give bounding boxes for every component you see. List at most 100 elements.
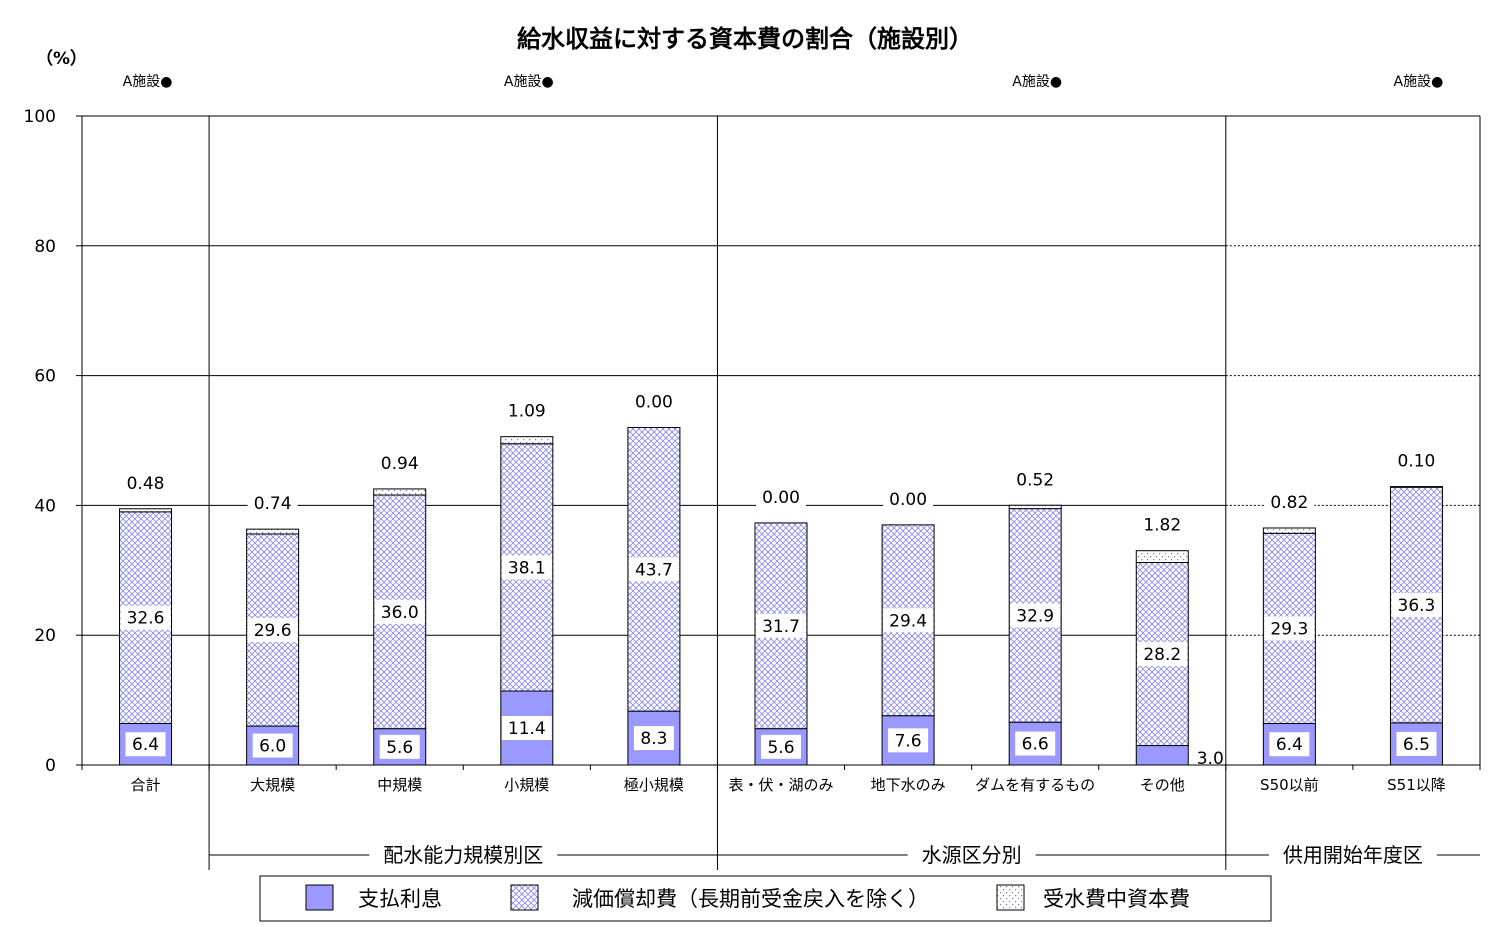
y-tick-label: 100 (24, 107, 56, 127)
data-label-box (883, 608, 934, 633)
y-tick-label: 60 (34, 367, 56, 387)
y-tick-label: 20 (34, 626, 56, 646)
data-label: 38.1 (508, 558, 546, 578)
group-label: 供用開始年度区 (1283, 843, 1423, 867)
data-label-box (247, 491, 298, 516)
bar-segment (1008, 504, 1062, 510)
data-label-box (1264, 616, 1315, 641)
x-tick-label: 極小規模 (624, 776, 684, 794)
group-label: 水源区分別 (922, 843, 1022, 867)
data-label-box (756, 484, 806, 509)
data-label: 0.00 (889, 490, 927, 510)
x-tick-label: 小規模 (504, 776, 549, 794)
bar-segment (1135, 550, 1189, 564)
data-label: 1.82 (1143, 516, 1181, 536)
data-label-box (1015, 731, 1056, 756)
data-label: 3.0 (1197, 749, 1224, 769)
x-tick-label: その他 (1140, 776, 1185, 794)
data-label: 6.0 (259, 737, 286, 757)
data-label: 32.9 (1016, 606, 1054, 626)
data-label: 31.7 (762, 617, 800, 637)
data-label: 7.6 (895, 731, 922, 751)
data-label-box (628, 557, 679, 582)
data-label-box (374, 450, 425, 475)
data-label: 36.0 (381, 603, 419, 623)
y-tick-label: 80 (34, 237, 56, 257)
x-tick-label: 大規模 (250, 776, 295, 794)
data-label-box (888, 728, 929, 753)
data-label: 8.3 (640, 729, 667, 749)
note-label: A施設● (1394, 74, 1444, 90)
data-label: 0.00 (635, 393, 673, 413)
x-axis: 合計 大規模 中規模 小規模 極小規模 表・伏・湖のみ 地下水のみ ダムを有するもの その他 S5… (81, 765, 1481, 794)
x-tick-label: 表・伏・湖のみ (728, 776, 833, 794)
data-label-box (1137, 512, 1188, 537)
bar-segment (1135, 745, 1189, 766)
legend-label-interest: 支払利息 (358, 887, 442, 911)
data-label-box (501, 398, 552, 423)
y-tick-label: 40 (34, 496, 56, 516)
group-label: 配水能力規模別区 (383, 843, 543, 867)
bar-segment (119, 508, 173, 513)
y-tick-label: 0 (45, 756, 56, 776)
data-label: 6.4 (1276, 735, 1303, 755)
note-label: A施設● (1012, 74, 1062, 90)
x-tick-label: S50以前 (1260, 776, 1319, 794)
data-label-box (247, 618, 298, 643)
data-label: 0.82 (1270, 493, 1308, 513)
note-label: A施設● (123, 74, 173, 90)
data-label-box (120, 470, 171, 495)
x-tick-label: 中規模 (377, 776, 422, 794)
legend-swatch-water-capital (996, 884, 1025, 911)
y-axis: 0 20 40 60 80 100 (24, 107, 82, 776)
x-tick-label: 合計 (131, 776, 161, 794)
data-label: 6.5 (1403, 735, 1430, 755)
data-label: 32.6 (127, 609, 165, 629)
data-label: 0.00 (762, 488, 800, 508)
data-label: 0.74 (254, 494, 292, 514)
data-label-box (374, 599, 425, 624)
data-label: 0.48 (127, 474, 165, 494)
data-label-box (633, 726, 674, 751)
group-axis: 配水能力規模別区 水源区分別 供用開始年度区 (209, 843, 1480, 867)
data-label: 6.4 (132, 735, 159, 755)
annotations: A施設● A施設● A施設● A施設● (123, 74, 1444, 90)
data-label-box (501, 716, 552, 741)
legend-label-water-capital: 受水費中資本費 (1043, 887, 1190, 911)
bar-stacks (119, 427, 1443, 766)
bar-segment (1262, 527, 1316, 534)
data-label-box (761, 734, 801, 759)
chart-title: 給水収益に対する資本費の割合（施設別） (517, 25, 973, 53)
x-tick-label: S51以降 (1387, 776, 1446, 794)
data-label-box (1391, 593, 1442, 618)
data-label-box (1010, 467, 1061, 492)
data-label-box (756, 613, 806, 638)
data-label: 1.09 (508, 402, 546, 422)
bar-segment (500, 436, 554, 445)
data-label: 5.6 (386, 738, 413, 758)
data-label-box (252, 733, 293, 758)
data-label-box (1391, 448, 1442, 473)
y-axis-unit: （%） (36, 48, 87, 69)
bar-segment (373, 488, 427, 496)
legend-box (259, 875, 1272, 922)
data-label-box (1137, 642, 1188, 667)
data-label: 0.52 (1016, 470, 1054, 490)
data-label: 28.2 (1143, 645, 1181, 665)
data-label: 29.3 (1270, 619, 1308, 639)
data-label-box (1010, 603, 1061, 628)
x-tick-label: 地下水のみ (871, 776, 946, 794)
data-label-box (1264, 489, 1315, 514)
note-label: A施設● (504, 74, 554, 90)
data-label-box (628, 389, 679, 414)
data-label-box (1396, 731, 1437, 756)
data-label-box (379, 734, 420, 759)
plot-frame (81, 115, 1481, 870)
legend-swatch-interest (305, 884, 334, 911)
data-label-box (120, 605, 171, 630)
data-label: 29.4 (889, 611, 927, 631)
data-label-box (883, 486, 934, 511)
data-label-box (125, 732, 166, 757)
data-label: 36.3 (1398, 596, 1436, 616)
